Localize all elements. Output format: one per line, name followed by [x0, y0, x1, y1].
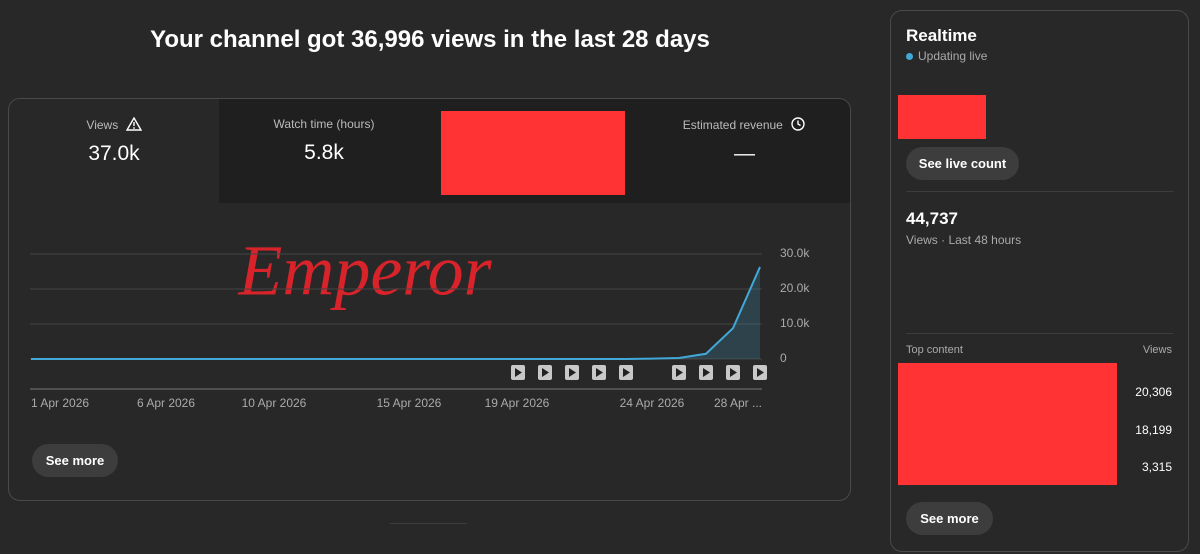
- play-icon: [703, 368, 710, 377]
- realtime-total-label: Views · Last 48 hours: [906, 233, 1022, 247]
- page-title: Your channel got 36,996 views in the las…: [150, 26, 710, 53]
- x-tick-label: 1 Apr 2026: [31, 396, 89, 410]
- x-tick-label: 24 Apr 2026: [620, 396, 685, 410]
- video-markers: [511, 365, 767, 380]
- metric-value: —: [734, 142, 755, 165]
- redaction: [441, 111, 625, 195]
- status-text: Updating live: [918, 49, 988, 63]
- divider: [906, 191, 1173, 192]
- y-tick-label: 30.0k: [780, 246, 810, 260]
- y-tick-label: 0: [780, 351, 787, 365]
- table-header: Views: [1142, 344, 1172, 356]
- redaction: [898, 95, 986, 139]
- play-icon: [757, 368, 764, 377]
- see-more-button[interactable]: See more: [32, 444, 118, 477]
- overview-card: Views 37.0k Watch time (hours) 5.8k Esti…: [8, 98, 851, 501]
- realtime-panel: Realtime Updating live See live count 44…: [890, 10, 1189, 552]
- realtime-total: 44,737: [906, 209, 958, 228]
- play-icon: [623, 368, 630, 377]
- status: Updating live: [906, 49, 987, 63]
- realtime-title: Realtime: [906, 26, 977, 45]
- warning-icon: [125, 116, 142, 131]
- divider: [906, 333, 1173, 334]
- y-tick-label: 10.0k: [780, 316, 810, 330]
- y-tick-label: 20.0k: [780, 281, 810, 295]
- play-icon: [515, 368, 522, 377]
- redaction: [898, 363, 1117, 485]
- metric-tile[interactable]: Estimated revenue —: [639, 99, 850, 203]
- content-views: 20,306: [1135, 385, 1172, 399]
- divider: [390, 523, 467, 524]
- metric-value: 5.8k: [304, 141, 344, 164]
- line: [31, 266, 761, 360]
- x-tick-label: 6 Apr 2026: [137, 396, 195, 410]
- table-header: Top content: [906, 344, 963, 356]
- metric-label: Views: [86, 118, 119, 132]
- metric-tile[interactable]: Watch time (hours) 5.8k: [219, 99, 429, 203]
- live-dot: [906, 53, 913, 60]
- metric-label: Estimated revenue: [682, 118, 783, 132]
- metric-tile[interactable]: [429, 99, 639, 203]
- metric-tile[interactable]: Views 37.0k: [9, 99, 219, 203]
- annotation: Emperor: [237, 231, 492, 311]
- play-icon: [569, 368, 576, 377]
- see-more-button[interactable]: See more: [906, 502, 993, 535]
- content-views: 18,199: [1135, 423, 1172, 437]
- play-icon: [542, 368, 549, 377]
- metric-value: 37.0k: [88, 142, 140, 165]
- play-icon: [730, 368, 737, 377]
- play-icon: [676, 368, 683, 377]
- x-tick-label: 19 Apr 2026: [485, 396, 550, 410]
- x-tick-label: 28 Apr ...: [714, 396, 762, 410]
- live-count-button[interactable]: See live count: [906, 147, 1019, 180]
- x-tick-label: 10 Apr 2026: [242, 396, 307, 410]
- metric-label: Watch time (hours): [273, 117, 375, 131]
- content-views: 3,315: [1141, 460, 1172, 474]
- x-tick-label: 15 Apr 2026: [377, 396, 442, 410]
- clock-icon: [791, 117, 805, 131]
- play-icon: [596, 368, 603, 377]
